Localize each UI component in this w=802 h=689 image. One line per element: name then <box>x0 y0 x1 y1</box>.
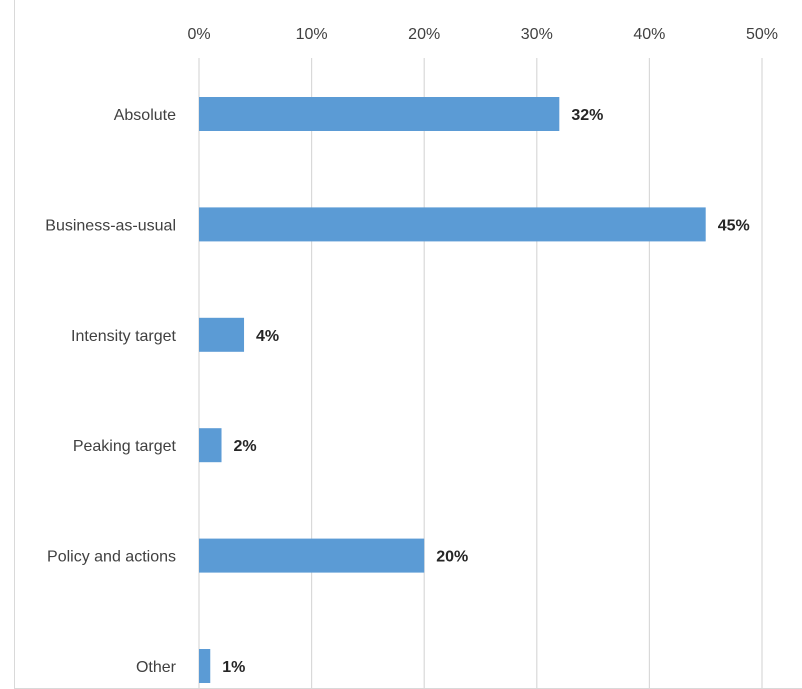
bar <box>199 428 222 463</box>
x-axis-ticks: 0% 10% 20% 30% 40% 50% <box>187 26 778 43</box>
x-tick-label: 50% <box>746 26 778 43</box>
bar <box>199 317 245 352</box>
category-label: Peaking target <box>73 438 177 455</box>
bar <box>199 97 560 131</box>
bar <box>199 207 706 242</box>
data-label: 32% <box>571 107 603 124</box>
x-tick-label: 0% <box>187 26 210 43</box>
category-label: Intensity target <box>71 328 177 345</box>
data-label: 45% <box>718 217 750 234</box>
bar <box>199 538 425 573</box>
data-label: 4% <box>256 328 279 345</box>
x-tick-label: 10% <box>296 26 328 43</box>
category-label: Business-as-usual <box>45 217 176 234</box>
bar <box>199 649 211 683</box>
x-tick-label: 30% <box>521 26 553 43</box>
data-labels: 32% 45% 4% 2% 20% 1% <box>222 107 749 676</box>
gridlines <box>198 58 763 689</box>
data-label: 1% <box>222 659 245 676</box>
data-label: 20% <box>436 549 468 566</box>
x-tick-label: 40% <box>633 26 665 43</box>
category-label: Policy and actions <box>47 549 176 566</box>
category-label: Absolute <box>114 107 176 124</box>
bars <box>199 97 706 683</box>
category-label: Other <box>136 659 177 676</box>
category-labels: Absolute Business-as-usual Intensity targe… <box>45 107 176 676</box>
data-label: 2% <box>234 438 257 455</box>
x-tick-label: 20% <box>408 26 440 43</box>
